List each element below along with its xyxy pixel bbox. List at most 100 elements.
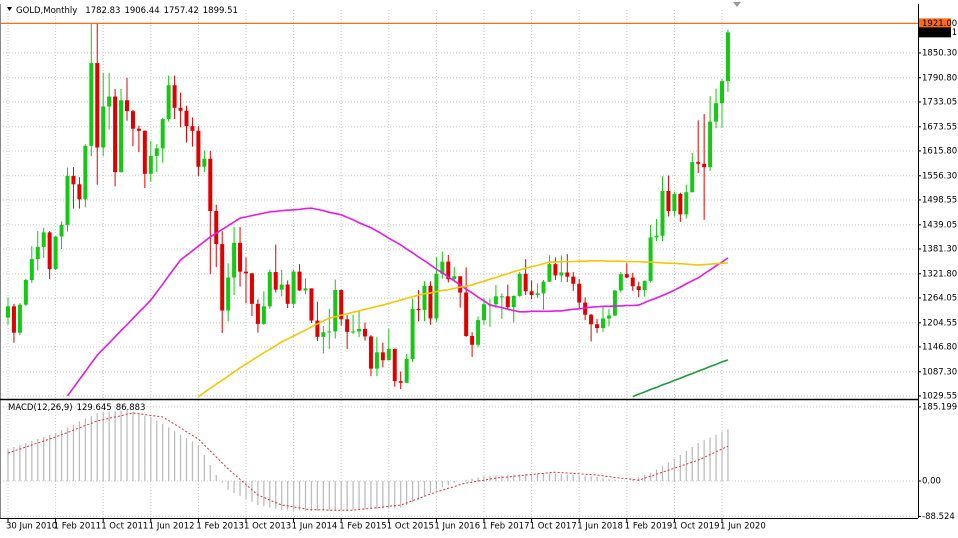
y-tick-label: 1439.05 (922, 220, 957, 230)
candle-body (666, 190, 671, 212)
macd-panel (7, 409, 729, 511)
signal-last: 86.883 (116, 403, 146, 413)
price-panel (6, 23, 730, 398)
candle-body (321, 332, 326, 337)
candle-body (696, 162, 701, 164)
y-tick-label: 1029.55 (922, 391, 957, 401)
macd-last: 129.645 (77, 403, 112, 413)
candle-body (119, 100, 124, 173)
y-tick-label: 1087.30 (922, 367, 957, 377)
candle-body (547, 264, 552, 282)
candle-body (654, 235, 659, 238)
candle-body (220, 244, 225, 311)
candle-body (470, 336, 475, 345)
candle-body (404, 359, 409, 383)
candle-body (523, 273, 528, 292)
candle-body (410, 308, 415, 360)
y-tick-label: 0.00 (922, 477, 941, 487)
macd-header: MACD(12,26,9) 129.645 86.883 (8, 403, 145, 413)
candle-body (71, 175, 76, 185)
candle-body (83, 145, 88, 200)
candle-body (142, 130, 147, 174)
candle-body (708, 121, 713, 168)
candle-body (190, 126, 195, 131)
candle-body (684, 192, 689, 215)
bid-label: 1899.51 (922, 28, 957, 38)
candle-body (589, 314, 594, 325)
candle-body (89, 63, 94, 146)
candle-body (208, 158, 213, 212)
candle-body (499, 296, 504, 298)
menu-arrow[interactable] (7, 7, 12, 11)
candle-body (363, 328, 367, 337)
x-tick-label: 1 Feb 2013 (196, 522, 244, 532)
x-tick-label: 1 Oct 2017 (530, 522, 577, 532)
x-tick-label: 1 Feb 2011 (54, 522, 102, 532)
candle-body (476, 320, 481, 345)
candle-body (285, 284, 290, 304)
candle-body (297, 271, 302, 291)
candle-body (11, 306, 16, 333)
candle-body (422, 285, 427, 311)
y-tick-label: 1264.05 (922, 293, 957, 303)
candle-body (47, 232, 52, 270)
last-low: 1757.42 (164, 6, 199, 16)
signal-line (7, 412, 729, 511)
x-tick-label: 1 Feb 2017 (482, 522, 530, 532)
symbol-title: GOLD,Monthly (16, 6, 77, 16)
x-tick-label: 1 Jun 2014 (292, 522, 338, 532)
candle-body (136, 128, 141, 131)
moving-average (632, 359, 729, 398)
y-tick-label: 1790.80 (922, 73, 957, 83)
candle-body (255, 303, 260, 324)
candle-body (368, 336, 373, 369)
candle-body (642, 280, 647, 291)
candle-body (303, 288, 308, 291)
candle-body (374, 352, 379, 369)
candle-body (678, 193, 683, 215)
y-tick-label: 1733.05 (922, 97, 957, 107)
candle-body (559, 272, 564, 276)
candle-body (380, 352, 385, 361)
candle-body (553, 264, 558, 276)
candle-body (291, 271, 296, 304)
candle-body (511, 295, 516, 308)
candle-body (398, 381, 403, 383)
candle-body (17, 304, 22, 333)
overlay: 1850.30 1790.80 1733.05 1673.55 1615.80 1556.… (0, 18, 957, 532)
candle-body (178, 107, 183, 111)
candle-body (315, 320, 320, 337)
candle-body (130, 111, 135, 129)
candle-body (571, 276, 576, 284)
candle-body (6, 306, 10, 318)
y-tick-label: 1498.55 (922, 195, 957, 205)
last-open: 1782.83 (85, 6, 120, 16)
candle-body (446, 261, 451, 280)
candle-body (279, 284, 284, 290)
candle-body (493, 296, 498, 305)
candle-body (464, 292, 469, 337)
x-tick-label: 1 Jun 2018 (577, 522, 623, 532)
candle-body (238, 242, 243, 272)
candle-body (630, 277, 635, 287)
y-tick-label: 1381.30 (922, 244, 957, 254)
y-tick-label: 1321.80 (922, 269, 957, 279)
price-level-label: 1921.00 (922, 19, 957, 29)
candle-body (416, 308, 421, 311)
candle-body (440, 261, 445, 274)
candle-body (184, 110, 189, 127)
y-tick-label: 1673.55 (922, 122, 957, 132)
candle-body (327, 331, 332, 333)
candle-body (339, 290, 344, 320)
bid-box (919, 27, 951, 38)
x-tick-label: 1 Jun 2016 (434, 522, 480, 532)
candle-body (261, 306, 266, 324)
last-high: 1906.44 (124, 6, 159, 16)
candle-body (565, 272, 570, 277)
candle-body (244, 271, 248, 274)
candle-body (333, 290, 338, 332)
candle-body (249, 273, 254, 304)
x-tick-label: 1 Oct 2019 (672, 522, 719, 532)
